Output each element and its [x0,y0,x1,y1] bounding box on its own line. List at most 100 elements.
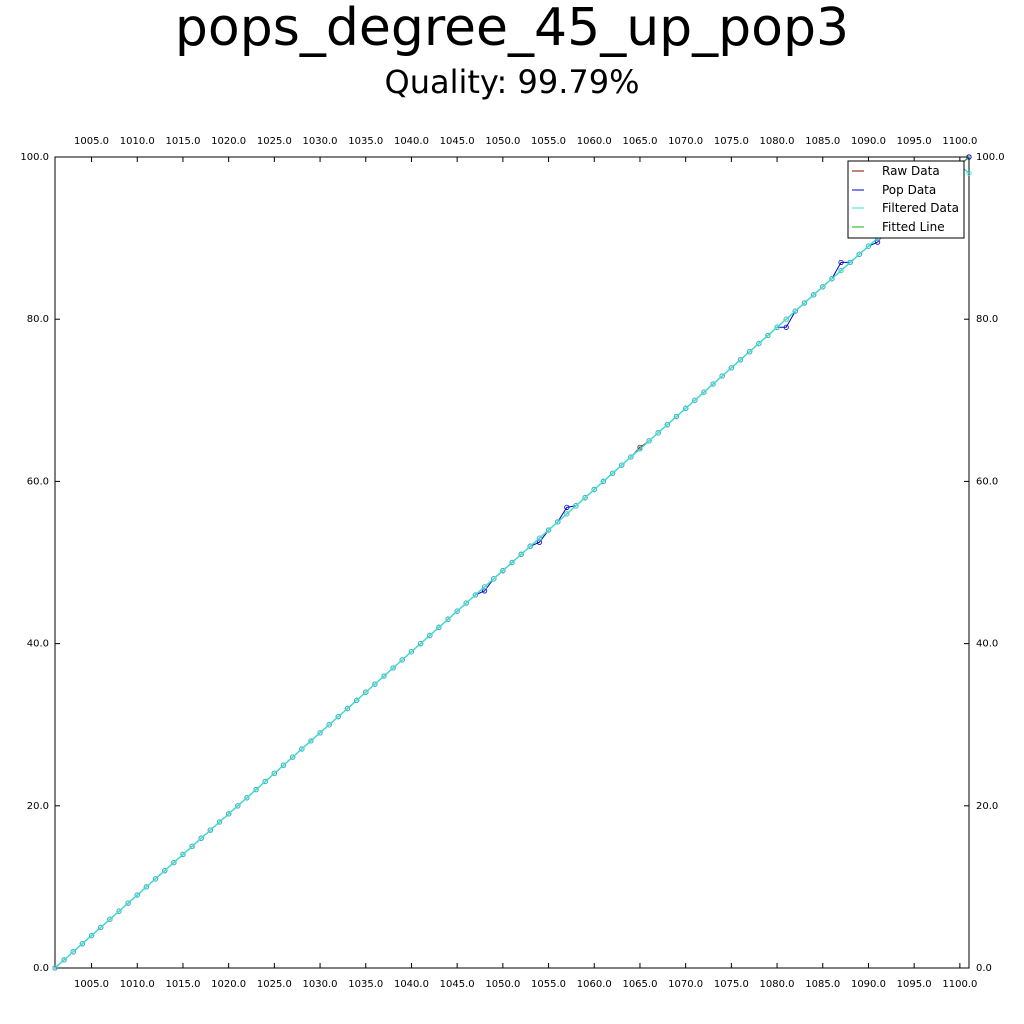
point-filtered-data [198,835,204,841]
point-pop-data [564,504,570,510]
point-pop-data [783,324,789,330]
y-tick-label-right: 40.0 [976,639,998,650]
y-tick-label-right: 80.0 [976,314,998,325]
y-tick-label-left: 60.0 [27,476,49,487]
x-tick-label-top: 1040.0 [394,136,429,147]
point-filtered-data [390,665,396,671]
chart-title: pops_degree_45_up_pop3 [174,0,850,58]
point-filtered-data [408,649,415,655]
y-tick-label-left: 40.0 [27,639,49,650]
point-filtered-data [262,778,268,785]
point-filtered-data [646,438,652,444]
x-tick-label-bottom: 1090.0 [851,979,886,990]
x-tick-label-top: 1025.0 [257,136,292,147]
point-filtered-data [116,908,122,914]
point-filtered-data [655,430,661,436]
point-filtered-data [280,762,287,768]
point-filtered-data [701,389,707,395]
x-tick-label-top: 1020.0 [211,136,246,147]
point-filtered-data [216,819,223,825]
point-filtered-data [472,592,479,598]
x-tick-label-bottom: 1020.0 [211,979,246,990]
legend-label-pop-data: Pop Data [882,183,936,197]
point-filtered-data [783,316,789,322]
point-filtered-data [253,786,259,793]
legend-label-filtered-data: Filtered Data [882,201,959,215]
point-filtered-data [518,551,524,557]
legend-box [847,160,965,239]
point-filtered-data [79,941,86,947]
x-tick-label-bottom: 1075.0 [714,979,749,990]
ticks-layer: 1005.0 1005.0 1010.0 1010.0 1015.0 1015.0 1020… [20,136,1004,990]
point-filtered-data [600,478,607,484]
y-tick-label-left: 80.0 [27,314,49,325]
point-filtered-data [226,811,232,817]
x-tick-label-bottom: 1065.0 [622,979,657,990]
point-filtered-data [536,535,543,541]
point-filtered-data [509,559,515,566]
point-filtered-data [463,600,469,606]
x-tick-label-bottom: 1005.0 [74,979,109,990]
point-filtered-data [792,308,798,314]
point-filtered-data [381,673,387,679]
point-filtered-data [171,859,177,866]
x-tick-label-top: 1030.0 [303,136,338,147]
point-filtered-data [500,568,506,574]
point-filtered-data [829,276,835,282]
y-tick-label-left: 0.0 [33,963,49,974]
x-tick-label-top: 1060.0 [577,136,612,147]
x-tick-label-top: 1100.0 [942,136,977,147]
point-filtered-data [454,608,460,614]
point-filtered-data [98,924,104,931]
point-filtered-data [564,511,570,517]
point-filtered-data [70,949,76,955]
point-filtered-data [308,738,314,744]
point-filtered-data [61,957,67,963]
point-filtered-data [710,381,716,387]
y-tick-label-right: 100.0 [976,152,1005,163]
point-filtered-data [692,397,698,403]
point-filtered-data [673,413,680,420]
point-filtered-data [609,470,616,476]
point-filtered-data [801,300,808,306]
x-tick-label-bottom: 1070.0 [668,979,703,990]
point-filtered-data [162,868,168,874]
point-filtered-data [299,746,305,752]
point-filtered-data [847,259,853,266]
x-tick-label-top: 1095.0 [897,136,932,147]
point-filtered-data [491,576,497,582]
point-filtered-data [363,689,369,695]
plot-frame [54,156,970,969]
x-tick-label-top: 1015.0 [165,136,200,147]
point-filtered-data [619,462,625,468]
point-filtered-data [52,965,58,971]
point-filtered-data [527,543,533,549]
point-filtered-data [436,624,442,630]
x-tick-label-top: 1070.0 [668,136,703,147]
point-filtered-data [637,446,643,452]
point-filtered-data [271,770,277,776]
point-filtered-data [326,722,332,728]
point-filtered-data [417,640,424,647]
point-filtered-data [125,900,131,906]
x-tick-label-top: 1065.0 [622,136,657,147]
x-tick-label-top: 1035.0 [348,136,383,147]
point-filtered-data [765,332,771,339]
point-filtered-data [865,243,872,249]
point-filtered-data [244,795,250,801]
point-filtered-data [664,422,670,428]
point-filtered-data [747,349,753,355]
point-filtered-data [481,584,488,590]
point-filtered-data [445,616,451,622]
point-filtered-data [555,519,561,525]
chart-subtitle: Quality: 99.79% [384,63,640,101]
point-filtered-data [235,803,241,809]
point-filtered-data [189,843,195,849]
point-filtered-data [344,705,351,712]
x-tick-label-bottom: 1040.0 [394,979,429,990]
x-tick-label-top: 1085.0 [805,136,840,147]
point-filtered-data [820,284,826,290]
x-tick-label-top: 1050.0 [485,136,520,147]
y-tick-label-left: 20.0 [27,801,49,812]
point-filtered-data [719,373,725,379]
